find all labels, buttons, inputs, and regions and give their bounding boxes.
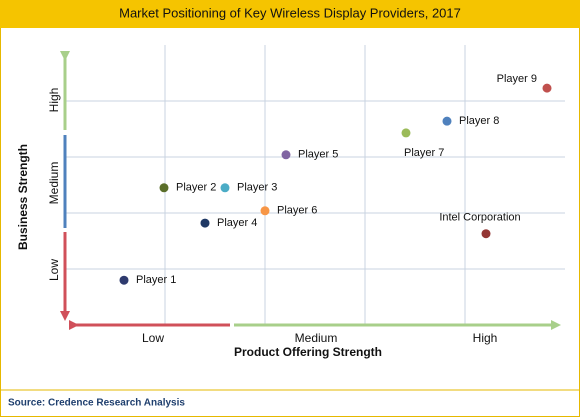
point <box>481 229 491 239</box>
point <box>200 218 210 228</box>
chart-title: Market Positioning of Key Wireless Displ… <box>119 5 461 20</box>
point-label: Player 5 <box>298 149 338 161</box>
title-bar <box>0 0 580 28</box>
point <box>159 183 169 193</box>
point <box>401 128 411 138</box>
x-axis-title: Product Offering Strength <box>234 345 382 359</box>
point-label: Player 1 <box>136 274 176 286</box>
point-label: Player 2 <box>176 182 216 194</box>
point-label: Intel Corporation <box>439 212 520 224</box>
point-label: Player 3 <box>237 182 277 194</box>
y-axis-title: Business Strength <box>16 144 30 250</box>
point <box>442 116 452 126</box>
point <box>281 150 291 160</box>
point <box>260 206 270 216</box>
y-category-label: Medium <box>47 162 61 205</box>
point <box>119 275 129 285</box>
point-label: Player 9 <box>497 73 537 85</box>
point-label: Player 8 <box>459 115 499 127</box>
point-label: Player 6 <box>277 205 317 217</box>
point-label: Player 7 <box>404 147 444 159</box>
x-category-label: Low <box>142 331 164 345</box>
point <box>542 83 552 93</box>
point <box>220 183 230 193</box>
source: Source: Credence Research Analysis <box>8 398 185 409</box>
y-category-label: High <box>47 88 61 113</box>
point-label: Player 4 <box>217 217 257 229</box>
y-category-label: Low <box>47 259 61 281</box>
x-category-label: Medium <box>295 331 338 345</box>
x-category-label: High <box>473 331 498 345</box>
